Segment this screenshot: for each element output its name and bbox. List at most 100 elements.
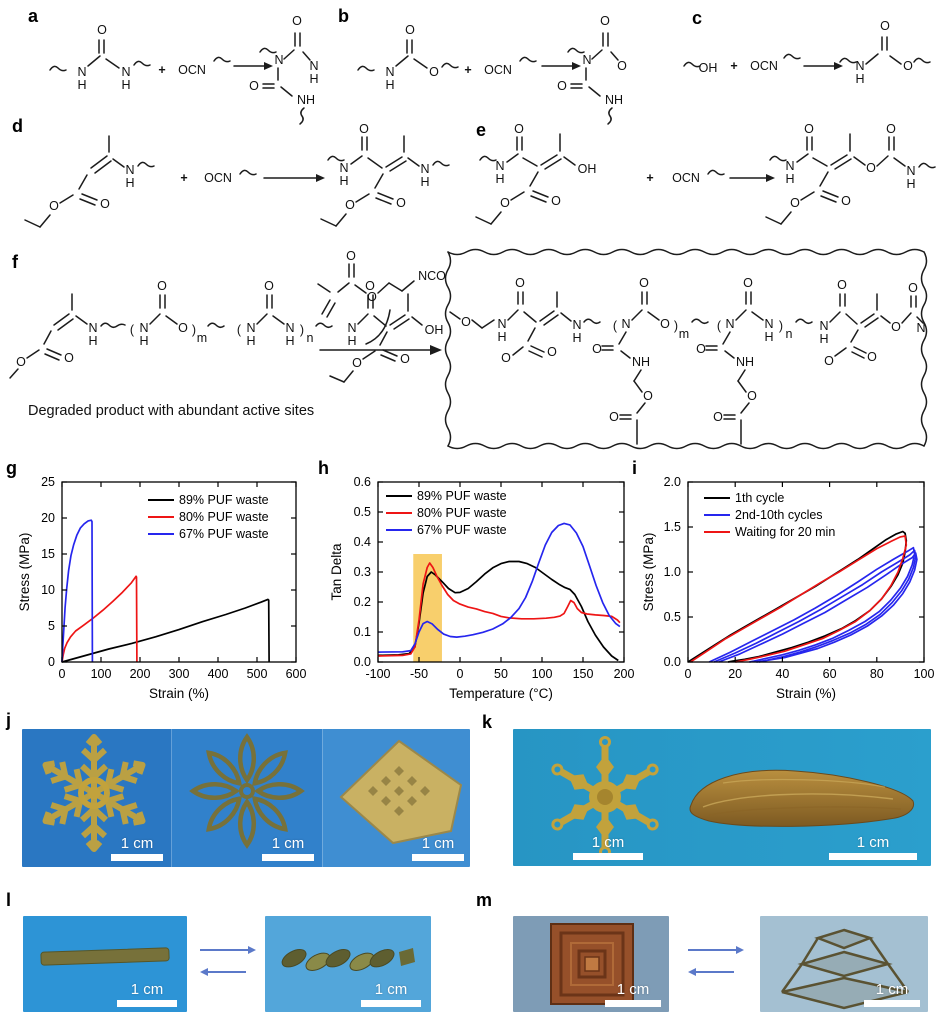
atom-label: N [725, 317, 734, 331]
reversible-arrows [200, 946, 256, 976]
svg-text:1.0: 1.0 [664, 565, 681, 579]
atom-label: N [420, 162, 429, 176]
atom-label: O [696, 342, 706, 356]
svg-text:60: 60 [823, 667, 837, 681]
svg-text:1th cycle: 1th cycle [735, 491, 784, 505]
atom-label: H [785, 172, 794, 186]
atom-label: m [679, 327, 689, 341]
svg-text:0.5: 0.5 [664, 610, 681, 624]
svg-text:40: 40 [775, 667, 789, 681]
atom-label: H [495, 172, 504, 186]
atom-label: + [646, 171, 653, 185]
atom-label: n [307, 331, 314, 345]
svg-text:0.6: 0.6 [354, 475, 371, 489]
atom-label: O [400, 352, 410, 366]
atom-label: H [139, 334, 148, 348]
data-series [61, 575, 138, 663]
svg-text:0.1: 0.1 [354, 625, 371, 639]
panel-label-m: m [476, 890, 493, 910]
atom-label: H [497, 330, 506, 344]
atom-label: N [582, 53, 591, 67]
atom-label: NCO [418, 269, 446, 283]
folded-square-photo: 1 cm [513, 916, 669, 1012]
atom-label: H [385, 78, 394, 92]
atom-label: O [551, 194, 561, 208]
atom-label: O [660, 317, 670, 331]
atom-label: H [285, 334, 294, 348]
atom-label: N [764, 317, 773, 331]
svg-text:0.3: 0.3 [354, 565, 371, 579]
svg-text:0: 0 [457, 667, 464, 681]
atom-label: O [557, 79, 567, 93]
data-series [689, 535, 908, 663]
atom-label: O [617, 59, 627, 73]
atom-label: ) [192, 323, 196, 337]
svg-text:0.0: 0.0 [354, 655, 371, 669]
svg-text:80: 80 [870, 667, 884, 681]
svg-text:1.5: 1.5 [664, 520, 681, 534]
atom-label: O [97, 23, 107, 37]
atom-label: N [621, 317, 630, 331]
svg-text:0: 0 [59, 667, 66, 681]
svg-text:0.0: 0.0 [664, 655, 681, 669]
atom-label: OH [425, 323, 444, 337]
panel-label-f: f [12, 252, 18, 272]
data-series [61, 598, 270, 663]
svg-text:80% PUF waste: 80% PUF waste [417, 506, 507, 520]
atom-label: ( [717, 319, 722, 333]
data-series [718, 552, 918, 663]
atom-label: O [16, 355, 26, 369]
atom-label: NH [605, 93, 623, 107]
atom-label: N [906, 164, 915, 178]
atom-label: O [429, 65, 439, 79]
atom-label: O [547, 345, 557, 359]
data-series [713, 549, 917, 663]
panel-label-c: c [692, 8, 703, 28]
atom-label: O [592, 342, 602, 356]
atom-label: H [339, 174, 348, 188]
svg-text:2.0: 2.0 [664, 475, 681, 489]
atom-label: H [819, 332, 828, 346]
svg-text:Strain (%): Strain (%) [776, 686, 836, 701]
panel-label-g: g [6, 458, 17, 478]
svg-text:Tan Delta: Tan Delta [329, 543, 344, 601]
atom-label: O [405, 23, 415, 37]
svg-text:400: 400 [208, 667, 229, 681]
data-series [377, 560, 619, 662]
svg-text:0.4: 0.4 [354, 535, 371, 549]
data-series [377, 562, 621, 657]
atom-label: O [886, 122, 896, 136]
svg-text:-50: -50 [410, 667, 428, 681]
svg-text:Stress (MPa): Stress (MPa) [641, 533, 656, 612]
svg-text:200: 200 [130, 667, 151, 681]
atom-label: O [514, 122, 524, 136]
tan-delta-chart: -100 -50 0 50 100 150 200 0.0 0.1 0.2 0.3 0.4 0.5 0.6… [329, 475, 634, 701]
atom-label: N [347, 321, 356, 335]
atom-label: N [572, 318, 581, 332]
atom-label: H [77, 78, 86, 92]
atom-label: H [572, 331, 581, 345]
reversible-arrows [688, 946, 744, 976]
svg-text:25: 25 [41, 475, 55, 489]
atom-label: O [49, 199, 59, 213]
atom-label: O [64, 351, 74, 365]
atom-label: OH [699, 61, 718, 75]
atom-label: H [121, 78, 130, 92]
atom-label: NH [736, 355, 754, 369]
svg-text:67% PUF waste: 67% PUF waste [417, 523, 507, 537]
atom-label: OCN [178, 63, 206, 77]
atom-label: O [609, 410, 619, 424]
star-and-insole-photo: 1 cm 1 cm [513, 729, 931, 866]
svg-text:100: 100 [914, 667, 934, 681]
svg-text:150: 150 [573, 667, 594, 681]
panel-label-i: i [632, 458, 638, 478]
atom-label: OCN [204, 171, 232, 185]
atom-label: O [866, 161, 876, 175]
atom-label: N [77, 65, 86, 79]
atom-label: ( [130, 323, 135, 337]
atom-label: O [824, 354, 834, 368]
panel-label-j: j [6, 710, 12, 730]
atom-label: ( [613, 319, 618, 333]
